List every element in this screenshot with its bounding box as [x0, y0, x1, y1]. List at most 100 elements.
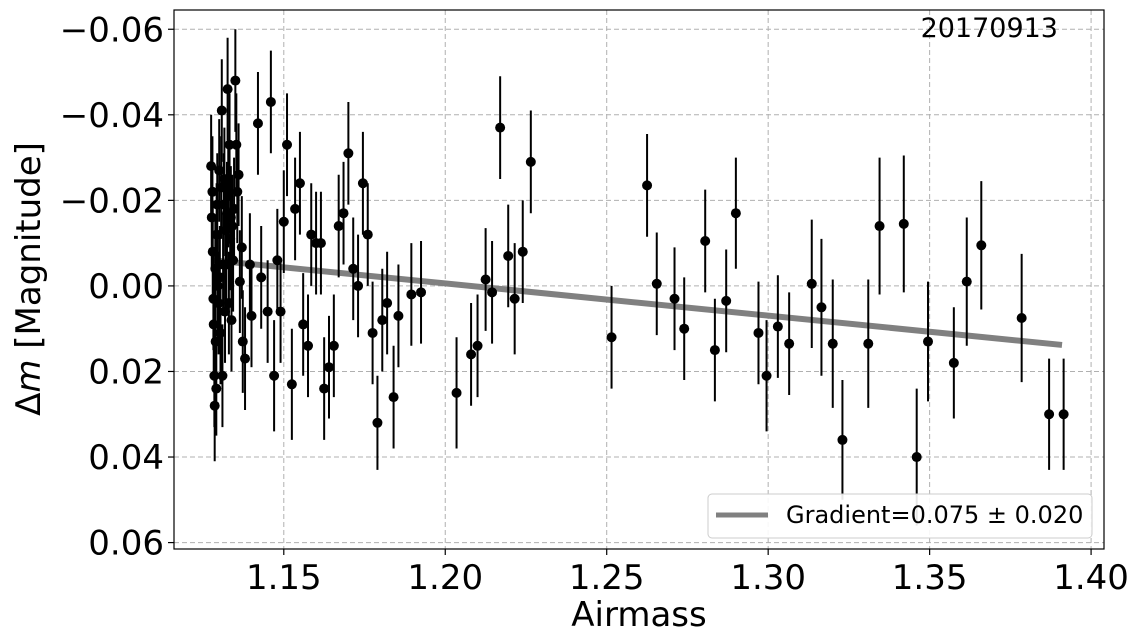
- point-marker: [275, 306, 286, 317]
- data-point: [269, 320, 280, 432]
- point-marker: [487, 287, 498, 298]
- point-marker: [451, 387, 462, 398]
- point-marker: [234, 276, 245, 287]
- data-point: [948, 307, 959, 419]
- data-point: [367, 281, 378, 385]
- point-marker: [328, 340, 339, 351]
- data-point: [837, 380, 848, 500]
- data-point: [898, 155, 909, 293]
- point-marker: [721, 295, 732, 306]
- x-tick-label: 1.40: [1053, 558, 1129, 598]
- x-tick-label: 1.20: [407, 558, 483, 598]
- data-point: [343, 101, 354, 205]
- data-point: [286, 328, 297, 440]
- data-point: [240, 307, 251, 410]
- point-marker: [816, 302, 827, 313]
- data-point: [362, 183, 373, 286]
- point-marker: [214, 165, 225, 176]
- point-marker: [222, 84, 233, 95]
- point-marker: [367, 327, 378, 338]
- plot-frame: [173, 9, 1105, 550]
- point-marker: [651, 278, 662, 289]
- point-marker: [265, 96, 276, 107]
- data-point: [451, 337, 462, 449]
- legend-label: Gradient=0.075 ± 0.020: [786, 501, 1083, 529]
- fit-line-group: [212, 257, 1063, 348]
- x-tick-label: 1.30: [730, 558, 806, 598]
- point-marker: [784, 338, 795, 349]
- point-marker: [333, 221, 344, 232]
- point-marker: [286, 379, 297, 390]
- data-point: [1016, 253, 1027, 383]
- point-marker: [306, 229, 317, 240]
- data-point: [480, 228, 491, 331]
- point-marker: [232, 186, 243, 197]
- data-point: [772, 275, 783, 378]
- data-point: [338, 161, 349, 265]
- data-point: [290, 157, 301, 261]
- point-marker: [495, 122, 506, 133]
- data-point: [265, 50, 276, 154]
- data-point: [303, 294, 314, 398]
- point-marker: [278, 216, 289, 227]
- data-point: [730, 157, 741, 269]
- data-point: [784, 292, 795, 395]
- data-point: [1058, 358, 1069, 470]
- y-tick-label: −0.06: [60, 10, 164, 50]
- point-marker: [827, 338, 838, 349]
- point-marker: [709, 345, 720, 356]
- point-marker: [290, 203, 301, 214]
- point-marker: [923, 336, 934, 347]
- data-point: [517, 200, 528, 304]
- point-marker: [700, 236, 711, 246]
- point-marker: [230, 75, 241, 86]
- point-marker: [362, 229, 373, 240]
- data-point: [495, 76, 506, 179]
- point-marker: [319, 383, 330, 394]
- point-marker: [215, 327, 226, 338]
- point-marker: [269, 370, 280, 381]
- data-point: [606, 285, 617, 389]
- data-point: [863, 279, 874, 408]
- point-marker: [837, 434, 848, 445]
- point-marker: [353, 280, 364, 291]
- point-marker: [294, 178, 305, 189]
- data-point: [232, 140, 243, 244]
- point-marker: [388, 392, 399, 403]
- point-marker: [213, 298, 224, 309]
- point-marker: [863, 338, 874, 349]
- data-point: [226, 268, 237, 372]
- data-point: [278, 170, 289, 274]
- data-point: [382, 251, 393, 355]
- data-point: [216, 59, 227, 162]
- point-marker: [753, 327, 764, 338]
- data-point: [709, 298, 720, 402]
- point-marker: [874, 221, 885, 232]
- data-point: [233, 123, 244, 227]
- point-marker: [216, 105, 227, 116]
- point-marker: [207, 186, 218, 197]
- point-marker: [642, 180, 653, 191]
- data-point: [262, 260, 273, 363]
- point-marker: [237, 336, 248, 347]
- point-marker: [236, 242, 247, 253]
- point-marker: [217, 370, 228, 381]
- data-point: [679, 277, 690, 381]
- data-point: [315, 191, 326, 295]
- point-marker: [509, 293, 520, 304]
- data-point: [406, 243, 417, 346]
- point-marker: [679, 323, 690, 334]
- data-point: [721, 249, 732, 353]
- point-marker: [372, 417, 383, 428]
- data-point: [256, 226, 267, 329]
- data-point: [669, 247, 680, 351]
- point-marker: [761, 370, 772, 381]
- data-point: [388, 345, 399, 449]
- x-tick-label: 1.25: [569, 558, 645, 598]
- data-points: [206, 29, 1069, 526]
- y-tick-label: −0.04: [60, 96, 164, 136]
- y-tick-label: 0.06: [88, 524, 164, 564]
- data-point: [753, 281, 764, 385]
- point-marker: [220, 306, 231, 317]
